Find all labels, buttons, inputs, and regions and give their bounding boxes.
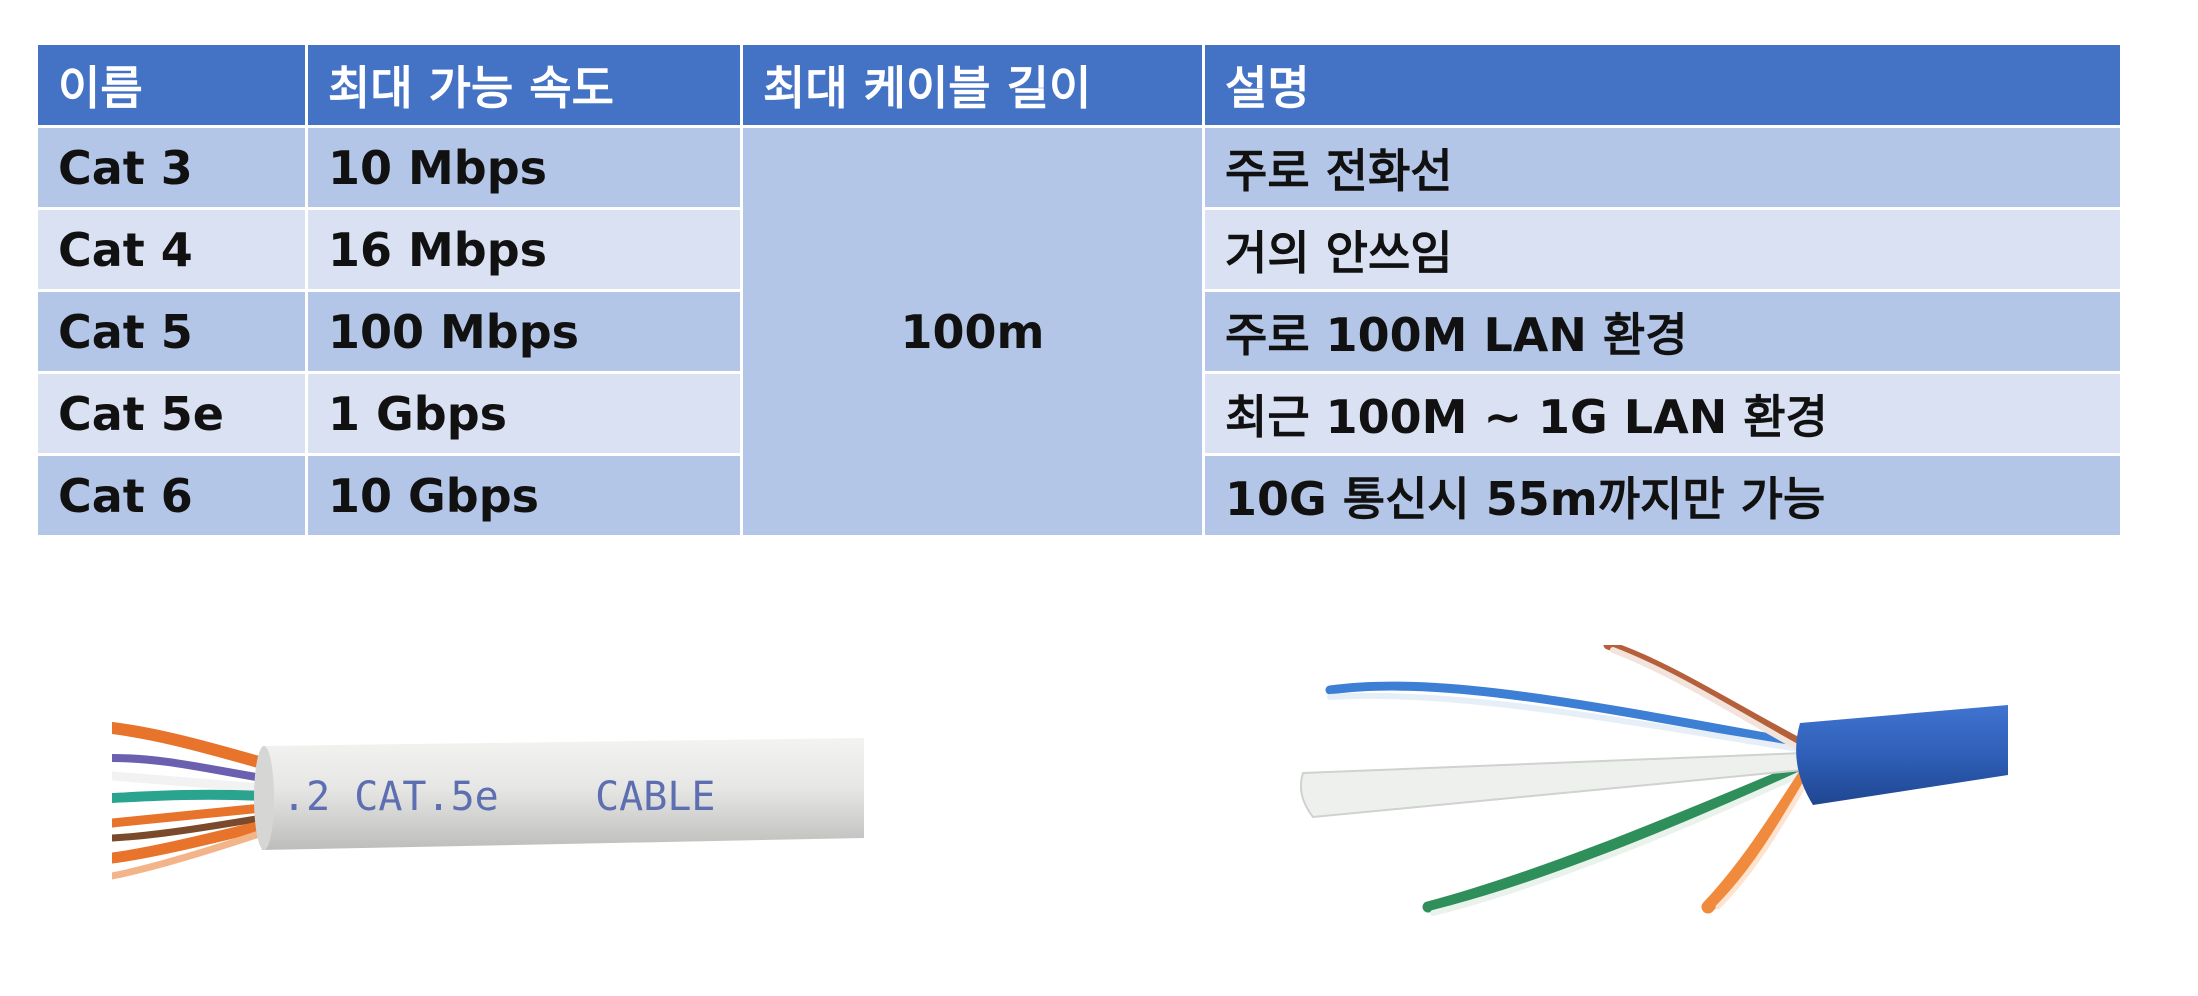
cell-description: 최근 100M ~ 1G LAN 환경 bbox=[1202, 371, 2123, 456]
cell-name: Cat 3 bbox=[35, 125, 308, 210]
cell-speed: 1 Gbps bbox=[305, 371, 743, 456]
cell-description: 거의 안쓰임 bbox=[1202, 207, 2123, 292]
cable-print-text: .2 CAT.5e CABLE bbox=[282, 774, 715, 820]
cell-speed: 10 Mbps bbox=[305, 125, 743, 210]
cable-jacket bbox=[256, 738, 864, 850]
table-row: Cat 4 16 Mbps 거의 안쓰임 bbox=[35, 207, 2123, 292]
header-name: 이름 bbox=[35, 42, 308, 128]
exposed-wires bbox=[1325, 645, 1815, 916]
cell-description: 주로 전화선 bbox=[1202, 125, 2123, 210]
header-description: 설명 bbox=[1202, 42, 2123, 128]
cell-description: 주로 100M LAN 환경 bbox=[1202, 289, 2123, 374]
cell-speed: 10 Gbps bbox=[305, 453, 743, 538]
table-row: Cat 5 100 Mbps 주로 100M LAN 환경 bbox=[35, 289, 2123, 374]
cell-name: Cat 5e bbox=[35, 371, 308, 456]
cell-speed: 16 Mbps bbox=[305, 207, 743, 292]
table-row: Cat 3 10 Mbps 100m 주로 전화선 bbox=[35, 125, 2123, 538]
cell-name: Cat 5 bbox=[35, 289, 308, 374]
table-header-row: 이름 최대 가능 속도 최대 케이블 길이 설명 bbox=[35, 42, 2123, 128]
cat5e-cable-photo: .2 CAT.5e CABLE bbox=[112, 688, 864, 898]
header-max-speed: 최대 가능 속도 bbox=[305, 42, 743, 128]
exposed-wires bbox=[112, 722, 268, 880]
cell-description: 10G 통신시 55m까지만 가능 bbox=[1202, 453, 2123, 538]
table-row: Cat 5e 1 Gbps 최근 100M ~ 1G LAN 환경 bbox=[35, 371, 2123, 456]
cable-category-table: 이름 최대 가능 속도 최대 케이블 길이 설명 Cat 3 10 Mbps 1… bbox=[35, 42, 2123, 538]
cable-jacket bbox=[1796, 705, 2008, 805]
table-row: Cat 6 10 Gbps 10G 통신시 55m까지만 가능 bbox=[35, 453, 2123, 538]
cable-separator bbox=[1300, 751, 1804, 819]
cell-speed: 100 Mbps bbox=[305, 289, 743, 374]
cat6-cable-photo bbox=[1288, 645, 2008, 920]
cell-max-length: 100m bbox=[740, 125, 1205, 538]
header-max-cable-length: 최대 케이블 길이 bbox=[740, 42, 1205, 128]
cell-name: Cat 4 bbox=[35, 207, 308, 292]
cell-name: Cat 6 bbox=[35, 453, 308, 538]
